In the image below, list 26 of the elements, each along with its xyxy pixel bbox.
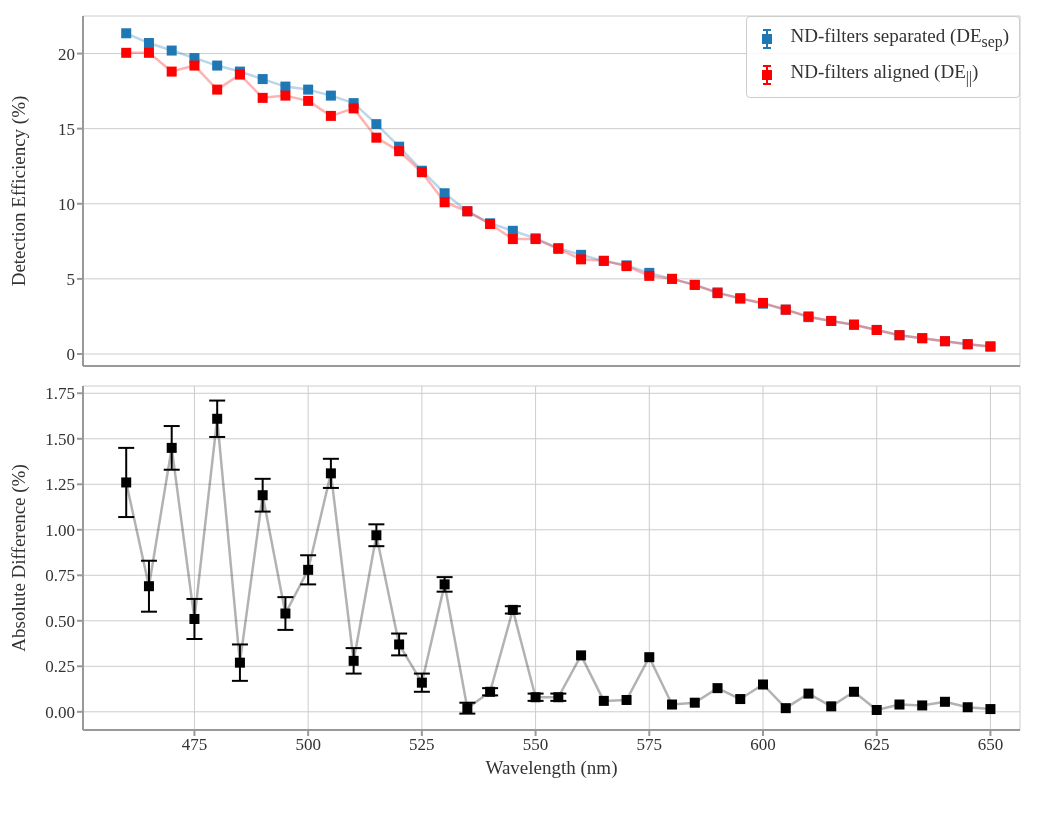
x-tick-label: 550 — [522, 735, 549, 755]
y-tick-label: 1.75 — [45, 384, 75, 404]
x-tick-label: 650 — [977, 735, 1004, 755]
x-tick-label: 475 — [181, 735, 208, 755]
legend-label: ND-filters separated (DE$_{sep}$) — [790, 24, 1009, 53]
x-tick-label: 525 — [409, 735, 435, 755]
y-tick-label: 0.50 — [45, 611, 75, 631]
y-axis-title: Detection Efficiency (%) — [7, 95, 30, 287]
y-tick-label: 0 — [66, 345, 75, 365]
x-axis-title: Wavelength (nm) — [485, 757, 618, 779]
y-tick-label: 15 — [58, 119, 75, 139]
x-tick-label: 575 — [636, 735, 663, 755]
y-tick-label: 0.00 — [45, 702, 75, 722]
y-axis-title: Absolute Difference (%) — [7, 464, 30, 652]
x-tick-label: 625 — [863, 735, 890, 755]
legend-label: ND-filters aligned (DE$_{||}$) — [790, 59, 979, 89]
y-tick-label: 1.00 — [45, 520, 75, 540]
x-tick-label: 500 — [295, 735, 321, 755]
y-tick-label: 10 — [58, 194, 75, 214]
y-tick-label: 1.25 — [45, 475, 75, 495]
y-tick-label: 20 — [58, 44, 75, 64]
y-tick-label: 1.50 — [45, 429, 75, 449]
x-tick-label: 600 — [750, 735, 776, 755]
y-tick-label: 0.75 — [45, 566, 75, 586]
y-tick-label: 0.25 — [45, 657, 75, 677]
y-tick-label: 5 — [66, 269, 75, 289]
